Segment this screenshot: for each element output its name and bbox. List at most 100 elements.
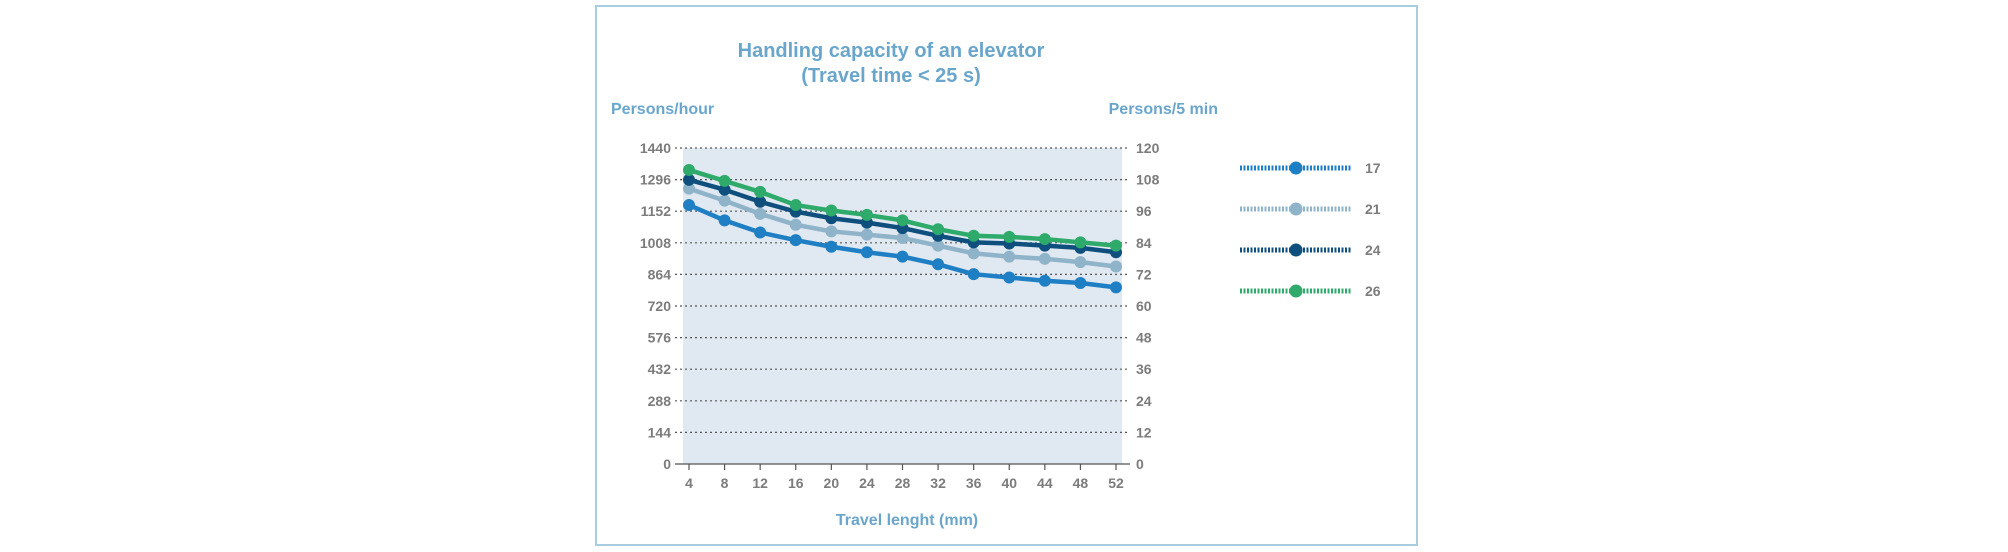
data-point-21	[754, 207, 767, 220]
data-point-17	[1074, 276, 1087, 289]
x-tick-label: 8	[721, 475, 729, 491]
data-point-21	[860, 228, 873, 241]
y-tick-label-right: 0	[1136, 456, 1144, 472]
legend-item-17: 17	[1240, 160, 1381, 176]
y-tick-label-right: 84	[1136, 235, 1152, 251]
legend-item-24: 24	[1240, 242, 1381, 258]
y-tick-label-left: 0	[663, 456, 671, 472]
y-tick-label-left: 1296	[640, 172, 671, 188]
legend-swatch-marker	[1289, 202, 1303, 216]
x-tick-label: 28	[895, 475, 911, 491]
y-tick-label-right: 72	[1136, 266, 1152, 282]
x-tick-label: 48	[1073, 475, 1089, 491]
y-tick-label-right: 60	[1136, 298, 1152, 314]
data-point-26	[1038, 233, 1051, 246]
legend-label: 24	[1365, 242, 1381, 258]
data-point-21	[1110, 260, 1122, 273]
data-point-26	[896, 214, 909, 227]
x-tick-label: 52	[1108, 475, 1124, 491]
data-point-26	[825, 204, 838, 217]
chart-frame	[595, 5, 1418, 546]
x-tick-label: 40	[1001, 475, 1017, 491]
chart-title: Handling capacity of an elevator	[738, 40, 1045, 62]
y-tick-label-left: 144	[648, 424, 672, 440]
y-tick-label-left: 1008	[640, 235, 671, 251]
x-tick-label: 12	[752, 475, 768, 491]
data-point-17	[1003, 271, 1016, 284]
y-tick-label-left: 1440	[640, 140, 671, 156]
x-tick-label: 32	[930, 475, 946, 491]
y-tick-label-right: 12	[1136, 424, 1152, 440]
data-point-26	[1003, 230, 1016, 243]
data-point-17	[896, 250, 909, 263]
y-tick-label-right: 96	[1136, 203, 1152, 219]
data-point-24	[683, 173, 695, 186]
data-point-17	[1110, 281, 1122, 294]
x-tick-label: 36	[966, 475, 982, 491]
data-point-26	[932, 223, 945, 236]
data-point-17	[860, 246, 873, 259]
series-26	[683, 163, 1122, 252]
series-lines	[683, 163, 1122, 294]
y-tick-label-right: 36	[1136, 361, 1152, 377]
y-tick-label-left: 720	[648, 298, 672, 314]
data-point-24	[754, 195, 767, 208]
data-point-26	[718, 174, 731, 187]
data-point-26	[789, 199, 802, 212]
data-point-21	[683, 182, 695, 195]
data-point-17	[683, 199, 695, 212]
data-point-17	[789, 234, 802, 247]
data-point-24	[718, 183, 731, 196]
data-point-21	[896, 231, 909, 244]
legend-label: 26	[1365, 283, 1381, 299]
legend-label: 17	[1365, 160, 1381, 176]
data-point-26	[754, 185, 767, 198]
series-21	[683, 182, 1122, 273]
x-tick-label: 4	[685, 475, 693, 491]
y-tick-label-left: 864	[648, 266, 672, 282]
x-tick-label: 16	[788, 475, 804, 491]
legend-swatch-marker	[1289, 284, 1303, 298]
data-point-17	[754, 226, 767, 239]
legend-label: 21	[1365, 201, 1381, 217]
data-point-21	[967, 247, 980, 260]
data-point-21	[1003, 250, 1016, 263]
series-17	[683, 199, 1122, 294]
data-point-17	[967, 268, 980, 281]
data-point-26	[1074, 236, 1087, 249]
legend-swatch-marker	[1289, 243, 1303, 257]
y-tick-label-right: 108	[1136, 172, 1160, 188]
data-point-21	[718, 194, 731, 207]
legend-swatch-marker	[1289, 161, 1303, 175]
data-point-21	[1074, 256, 1087, 269]
data-point-17	[718, 214, 731, 227]
y-tick-label-left: 432	[648, 361, 672, 377]
data-point-21	[789, 218, 802, 231]
y-tick-label-left: 576	[648, 330, 672, 346]
y-axis-title-right: Persons/5 min	[1109, 101, 1218, 118]
data-point-21	[1038, 252, 1051, 265]
data-point-26	[683, 163, 695, 176]
legend-item-26: 26	[1240, 283, 1381, 299]
y-tick-label-right: 24	[1136, 393, 1152, 409]
legend: 17 21 24 26	[1240, 160, 1381, 299]
y-axis-title-left: Persons/hour	[611, 101, 714, 118]
data-point-17	[932, 258, 945, 271]
x-axis-title: Travel lenght (mm)	[836, 512, 978, 529]
y-tick-label-left: 288	[648, 393, 672, 409]
data-point-26	[860, 208, 873, 221]
data-point-21	[932, 239, 945, 252]
data-point-26	[1110, 239, 1122, 252]
legend-item-21: 21	[1240, 201, 1381, 217]
y-tick-label-right: 120	[1136, 140, 1160, 156]
data-point-21	[825, 225, 838, 238]
chart-subtitle: (Travel time < 25 s)	[801, 65, 981, 87]
y-tick-label-right: 48	[1136, 330, 1152, 346]
data-point-17	[825, 240, 838, 253]
data-point-26	[967, 229, 980, 242]
x-tick-label: 44	[1037, 475, 1053, 491]
x-tick-label: 24	[859, 475, 875, 491]
y-tick-label-left: 1152	[641, 203, 672, 219]
